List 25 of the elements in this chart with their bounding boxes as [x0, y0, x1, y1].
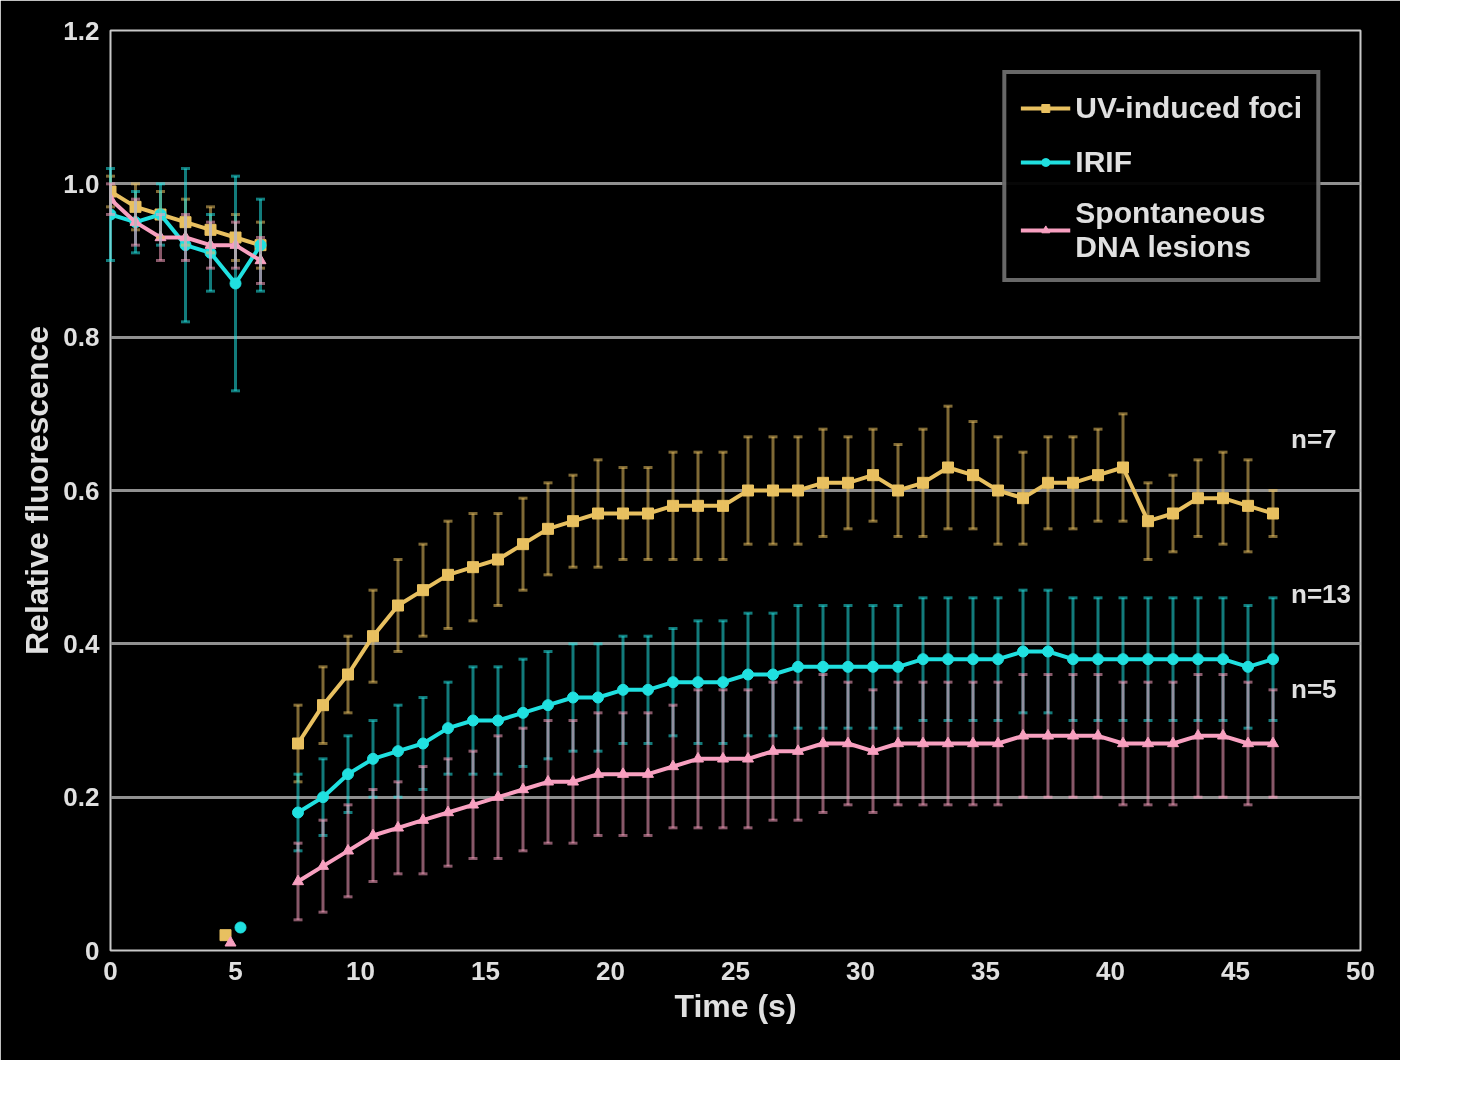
x-tick-label: 25 — [721, 955, 750, 986]
legend-label: IRIF — [1075, 144, 1132, 180]
x-axis-title: Time (s) — [674, 987, 797, 1024]
y-tick-label: 0.2 — [63, 782, 100, 813]
x-tick-label: 50 — [1346, 955, 1375, 986]
y-tick-label: 0.6 — [63, 475, 100, 506]
y-tick-label: 1.0 — [63, 168, 100, 199]
x-tick-label: 10 — [346, 955, 375, 986]
x-tick-label: 20 — [596, 955, 625, 986]
x-tick-label: 35 — [971, 955, 1000, 986]
y-tick-label: 0 — [85, 935, 100, 966]
legend-label: UV-induced foci — [1075, 90, 1302, 126]
y-tick-label: 1.2 — [63, 15, 100, 46]
y-tick-label: 0.8 — [63, 322, 100, 353]
x-tick-label: 40 — [1096, 955, 1125, 986]
x-tick-label: 30 — [846, 955, 875, 986]
y-axis-title: Relative fluorescence — [19, 325, 56, 656]
x-tick-label: 15 — [471, 955, 500, 986]
x-tick-label: 5 — [228, 955, 243, 986]
annotation: n=7 — [1291, 423, 1337, 454]
x-tick-label: 45 — [1221, 955, 1250, 986]
y-tick-label: 0.4 — [63, 628, 101, 659]
legend-label: Spontaneous DNA lesions — [1075, 196, 1266, 264]
annotation: n=5 — [1291, 673, 1337, 704]
annotation: n=13 — [1291, 579, 1351, 610]
